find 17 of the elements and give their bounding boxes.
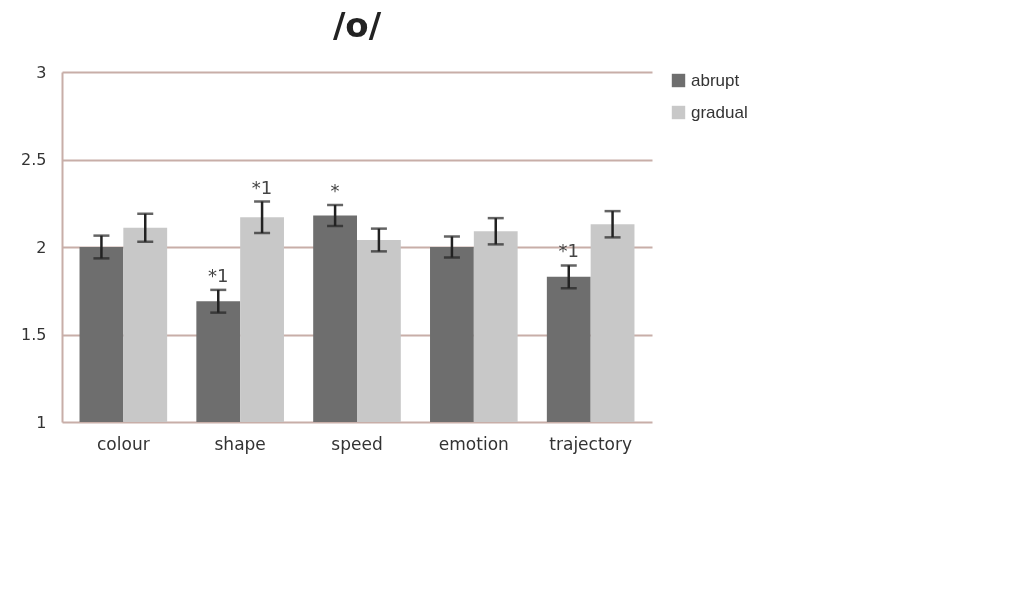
annotation: * bbox=[330, 180, 340, 201]
annotation: *1 bbox=[251, 176, 273, 198]
y-tick-label: 1 bbox=[36, 412, 47, 432]
y-tick-label: 1.5 bbox=[21, 325, 47, 344]
annotation: *1 bbox=[208, 264, 229, 286]
x-tick-label: speed bbox=[331, 433, 383, 454]
y-tick-label: 2.5 bbox=[21, 150, 47, 169]
y-tick-label: 2 bbox=[36, 237, 47, 257]
annotation: *1 bbox=[558, 240, 579, 262]
y-tick-label: 3 bbox=[36, 62, 47, 82]
legend-label: gradual bbox=[691, 102, 748, 122]
x-tick-label: emotion bbox=[438, 433, 509, 454]
chart-title: /o/ bbox=[332, 5, 382, 45]
legend-label: abrupt bbox=[691, 70, 740, 90]
x-tick-label: shape bbox=[214, 433, 266, 454]
x-tick-label: trajectory bbox=[549, 433, 633, 454]
x-tick-label: colour bbox=[97, 433, 150, 454]
